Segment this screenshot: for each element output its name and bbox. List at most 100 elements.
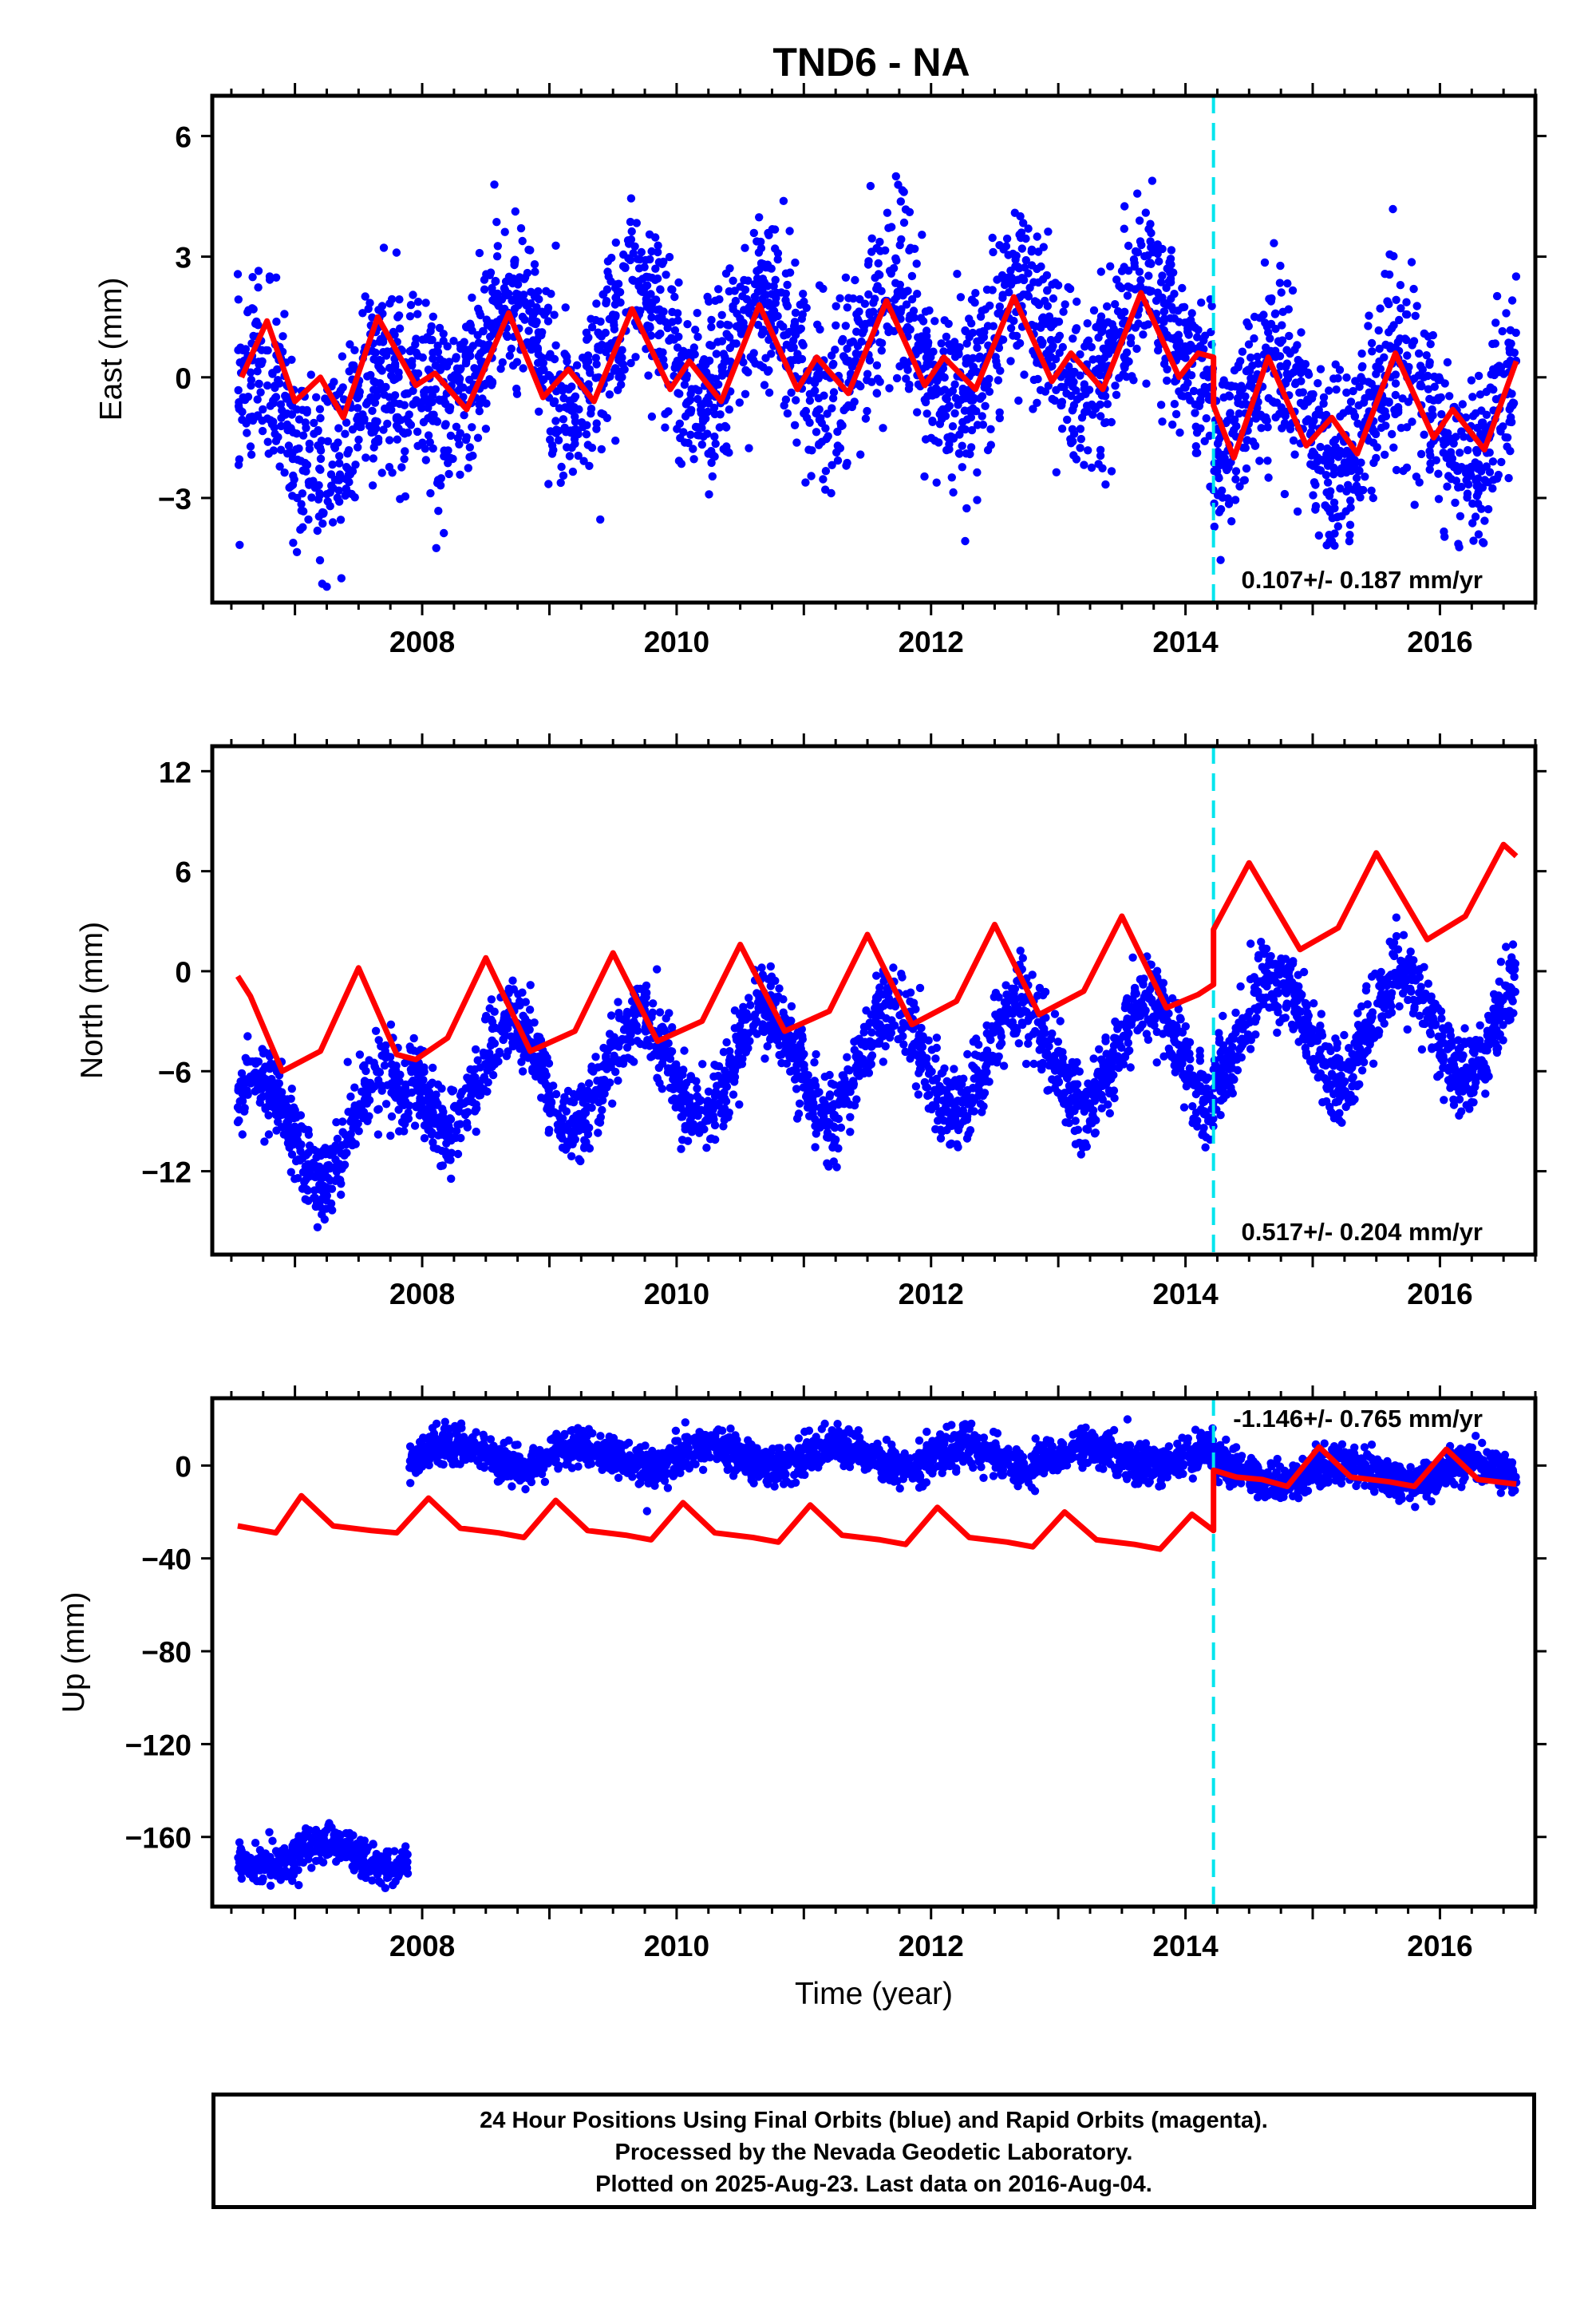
data-point	[587, 1103, 596, 1113]
data-point	[707, 315, 716, 325]
data-point	[388, 1069, 397, 1079]
data-point	[381, 382, 390, 392]
data-point	[983, 445, 993, 455]
data-point	[887, 223, 896, 231]
data-point	[1304, 370, 1314, 379]
data-point	[866, 318, 875, 327]
data-point	[670, 292, 679, 302]
data-point	[828, 393, 838, 403]
data-point	[1025, 1033, 1033, 1041]
data-point	[247, 450, 256, 459]
data-point	[1297, 328, 1306, 337]
data-point	[1357, 363, 1367, 372]
data-point	[1191, 449, 1201, 457]
data-point	[395, 324, 405, 333]
data-point	[1316, 466, 1325, 475]
data-point	[677, 350, 686, 359]
data-point	[1061, 300, 1069, 309]
data-point	[271, 273, 281, 282]
data-point	[973, 468, 982, 477]
data-point	[512, 384, 521, 393]
data-point	[563, 1086, 573, 1096]
data-point	[257, 1075, 267, 1084]
data-point	[651, 264, 660, 273]
data-point	[400, 454, 409, 464]
data-point	[725, 264, 734, 273]
data-point	[942, 332, 951, 342]
data-point	[1416, 362, 1425, 370]
data-point	[1058, 1048, 1067, 1057]
data-point	[1080, 460, 1088, 469]
data-point	[863, 1022, 872, 1031]
data-point	[791, 258, 800, 267]
data-point	[260, 1137, 269, 1146]
data-point	[1148, 176, 1157, 185]
data-point	[1187, 309, 1196, 318]
data-point	[902, 300, 911, 309]
data-point	[527, 287, 535, 296]
data-point	[1029, 375, 1039, 385]
data-point	[361, 1080, 370, 1089]
data-point	[1329, 463, 1338, 472]
data-point	[1296, 358, 1305, 367]
data-point	[248, 1057, 257, 1066]
data-point	[606, 339, 616, 348]
data-point	[1236, 357, 1245, 366]
data-point	[1084, 385, 1094, 394]
data-point	[962, 339, 971, 348]
data-point	[1168, 420, 1177, 429]
data-point	[801, 406, 811, 416]
data-point	[316, 454, 326, 464]
data-point	[1245, 381, 1254, 390]
data-point	[1003, 273, 1012, 283]
data-point	[1477, 406, 1486, 415]
data-point	[333, 476, 342, 484]
data-point	[1471, 512, 1480, 521]
data-point	[1063, 415, 1072, 425]
data-point	[567, 443, 576, 453]
data-point	[1107, 467, 1116, 476]
data-point	[1065, 284, 1075, 294]
data-point	[867, 1051, 877, 1060]
data-point	[487, 995, 496, 1004]
data-point	[387, 1112, 397, 1121]
data-point	[1159, 307, 1169, 316]
data-point	[253, 367, 262, 376]
data-point	[865, 356, 875, 365]
data-point	[725, 405, 733, 414]
data-point	[1175, 428, 1184, 437]
data-point	[781, 269, 791, 278]
data-point	[1033, 232, 1041, 241]
data-point	[1049, 319, 1058, 329]
data-point	[1246, 353, 1255, 362]
data-point	[1120, 263, 1128, 271]
data-point	[387, 294, 397, 304]
data-point	[912, 259, 921, 268]
data-point	[1126, 1063, 1135, 1072]
data-point	[978, 421, 988, 429]
data-point	[1468, 519, 1477, 528]
data-point	[591, 373, 600, 382]
data-point	[817, 418, 827, 428]
data-point	[305, 477, 314, 486]
data-point	[271, 437, 281, 445]
data-point	[500, 304, 509, 314]
data-point	[1399, 466, 1408, 476]
data-point	[1189, 386, 1199, 396]
data-point	[654, 247, 662, 257]
data-point	[644, 371, 653, 380]
data-point	[264, 1130, 274, 1139]
data-point	[899, 188, 908, 196]
data-point	[241, 1076, 251, 1085]
data-point	[287, 355, 296, 364]
data-point	[271, 383, 279, 393]
data-point	[1342, 388, 1351, 397]
data-point	[679, 428, 688, 437]
data-point	[1088, 355, 1097, 364]
data-point	[246, 442, 255, 451]
data-point	[1170, 290, 1179, 298]
data-point	[306, 370, 315, 379]
data-point	[833, 427, 842, 437]
data-point	[304, 1130, 314, 1140]
data-point	[1222, 464, 1231, 473]
